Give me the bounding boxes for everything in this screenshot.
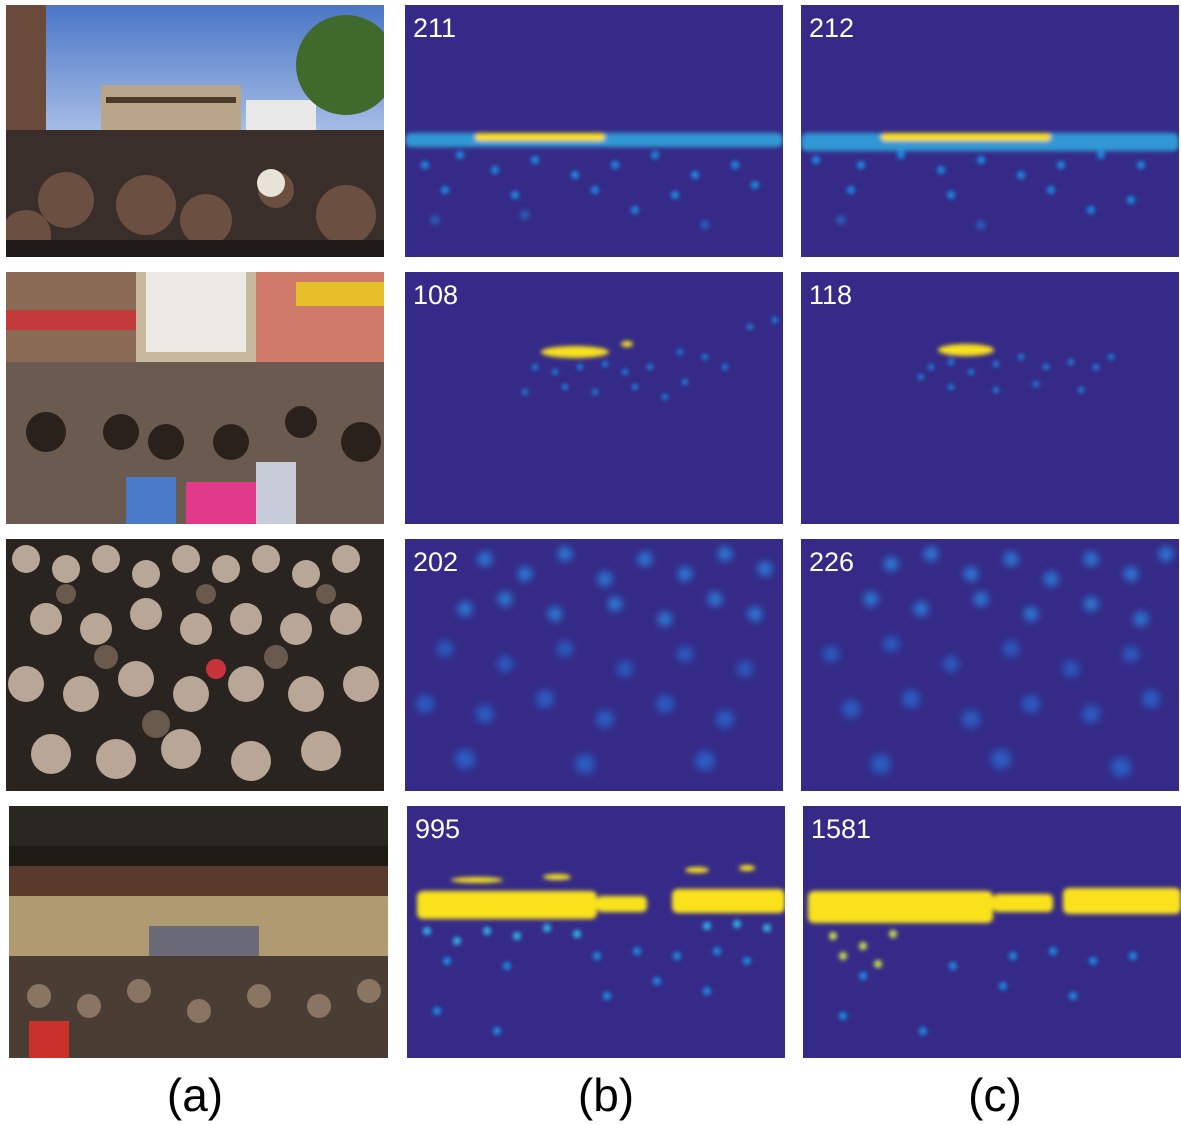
density-map-c-row3: 226 xyxy=(801,539,1179,791)
density-blobs-b-row4 xyxy=(417,865,785,1035)
density-map-c-row4: 1581 xyxy=(803,806,1181,1058)
crowd-photo-row1 xyxy=(6,5,384,257)
caption-a: (a) xyxy=(166,1069,224,1121)
density-blobs-c-row1 xyxy=(801,133,1179,230)
density-blobs-b-row2 xyxy=(522,317,778,400)
density-blobs-c-row3 xyxy=(823,547,1173,777)
crowd-photo-row3 xyxy=(6,539,384,791)
density-map-c-row1: 212 xyxy=(801,5,1179,257)
crowd-photo-row3-image xyxy=(6,539,384,791)
count-label-c-row4: 1581 xyxy=(811,814,872,844)
density-map-b-row1: 211 xyxy=(405,5,783,257)
density-blobs-b-row1 xyxy=(405,133,783,230)
crowd-photo-row4-image xyxy=(9,806,388,1058)
crowd-photo-row2-image xyxy=(6,272,384,524)
crowd-photo-row1-image xyxy=(6,5,384,257)
count-label-c-row3: 226 xyxy=(809,547,855,577)
density-blobs-c-row4 xyxy=(808,888,1181,1035)
count-label-b-row2: 108 xyxy=(413,280,459,310)
count-label-b-row1: 211 xyxy=(413,13,457,43)
count-label-c-row1: 212 xyxy=(809,13,855,43)
caption-b: (b) xyxy=(577,1069,635,1121)
count-label-c-row2: 118 xyxy=(809,280,853,310)
density-map-b-row4: 995 xyxy=(407,806,785,1058)
caption-c: (c) xyxy=(968,1069,1022,1121)
density-map-c-row2: 118 xyxy=(801,272,1179,524)
count-label-b-row3: 202 xyxy=(413,547,459,577)
density-blobs-c-row2 xyxy=(918,344,1114,393)
density-map-b-row3: 202 xyxy=(405,539,783,791)
crowd-photo-row4 xyxy=(9,806,388,1058)
count-label-b-row4: 995 xyxy=(415,814,461,844)
density-blobs-b-row3 xyxy=(416,547,772,774)
crowd-photo-row2 xyxy=(6,272,384,524)
density-map-b-row2: 108 xyxy=(405,272,783,524)
